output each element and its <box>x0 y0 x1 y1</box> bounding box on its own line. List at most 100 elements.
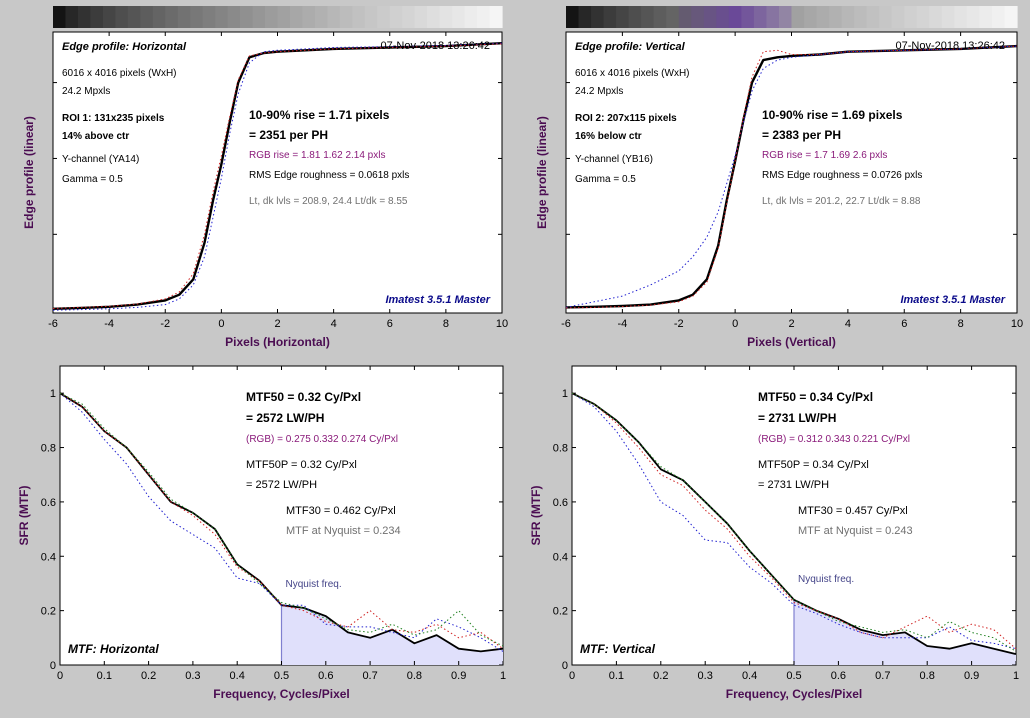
info-line: 6016 x 4016 pixels (WxH) <box>62 68 177 79</box>
gradient-cell <box>879 6 893 28</box>
gradient-cell <box>215 6 229 28</box>
y-tick-label: 0.8 <box>553 443 568 455</box>
mtf50p-line-2: = 2572 LW/PH <box>246 479 317 491</box>
gradient-cell <box>703 6 717 28</box>
x-tick-label: 6 <box>901 318 907 330</box>
gradient-cell <box>941 6 955 28</box>
x-tick-label: 0.4 <box>230 670 245 682</box>
series-line-green <box>59 392 504 647</box>
mtf50-line-2: = 2731 LW/PH <box>758 411 836 425</box>
x-tick-label: 0.6 <box>318 670 333 682</box>
gradient-cell <box>816 6 830 28</box>
gradient-cell <box>414 6 428 28</box>
gradient-cell <box>616 6 630 28</box>
series-line-green <box>571 392 1017 652</box>
x-axis-label: Pixels (Horizontal) <box>225 335 330 349</box>
gradient-cell <box>364 6 378 28</box>
info-line: Gamma = 0.5 <box>575 174 636 185</box>
x-tick-label: 0.9 <box>451 670 466 682</box>
x-tick-label: 0.3 <box>185 670 200 682</box>
rise-line-2: = 2351 per PH <box>249 128 328 142</box>
series-line-red <box>52 43 503 309</box>
x-tick-label: -4 <box>617 318 627 330</box>
gradient-cell <box>866 6 880 28</box>
gradient-cell <box>716 6 730 28</box>
x-tick-label: 0 <box>218 318 224 330</box>
series-line-curve <box>571 392 1017 655</box>
levels: Lt, dk lvls = 201.2, 22.7 Lt/dk = 8.88 <box>762 196 921 207</box>
x-tick-label: 0.4 <box>742 670 757 682</box>
y-axis-label: SFR (MTF) <box>529 486 543 546</box>
x-tick-label: 0.5 <box>786 670 801 682</box>
gradient-cell <box>628 6 642 28</box>
gradient-cell <box>741 6 755 28</box>
gradient-cell <box>190 6 204 28</box>
rms-roughness: RMS Edge roughness = 0.0618 pxls <box>249 170 409 181</box>
x-tick-label: -6 <box>561 318 571 330</box>
x-tick-label: 4 <box>845 318 851 330</box>
gradient-cell <box>427 6 441 28</box>
nyquist-region <box>281 605 503 665</box>
rgb-mtf50: (RGB) = 0.312 0.343 0.221 Cy/Pxl <box>758 434 910 445</box>
gradient-cell <box>477 6 491 28</box>
gradient-cell <box>152 6 166 28</box>
y-tick-label: 0.6 <box>41 497 56 509</box>
gradient-cell <box>452 6 466 28</box>
info-line: Gamma = 0.5 <box>62 174 123 185</box>
gradient-cell <box>666 6 680 28</box>
gradient-cell <box>591 6 605 28</box>
rgb-rise: RGB rise = 1.81 1.62 2.14 pxls <box>249 150 385 161</box>
gradient-cell <box>65 6 79 28</box>
info-line: 14% above ctr <box>62 131 129 142</box>
mtf50p-line-1: MTF50P = 0.34 Cy/Pxl <box>758 459 869 471</box>
gradient-cell <box>641 6 655 28</box>
rms-roughness: RMS Edge roughness = 0.0726 pxls <box>762 170 922 181</box>
gradient-cell <box>115 6 129 28</box>
gradient-cell <box>302 6 316 28</box>
plot-area <box>52 31 503 314</box>
mtf50p-line-2: = 2731 LW/PH <box>758 479 829 491</box>
info-line: 24.2 Mpxls <box>62 86 110 97</box>
x-tick-label: 1 <box>500 670 506 682</box>
gradient-cell <box>904 6 918 28</box>
gradient-cell <box>791 6 805 28</box>
gradient-cell <box>90 6 104 28</box>
gradient-cell <box>240 6 254 28</box>
edge-horizontal-chart: -6 -4 -2 0 2 4 6 8 10 Pixels (Horizontal) Edge pro… <box>22 31 508 349</box>
x-axis-label: Pixels (Vertical) <box>747 335 836 349</box>
gradient-cell <box>402 6 416 28</box>
gradient-cell <box>464 6 478 28</box>
info-line: ROI 2: 207x115 pixels <box>575 113 677 124</box>
gradient-cell <box>603 6 617 28</box>
gradient-cell <box>77 6 92 28</box>
x-tick-label: 0.8 <box>407 670 422 682</box>
edge-vertical-chart: -6 -4 -2 0 2 4 6 8 10 Pixels (Vertical) Edge profi… <box>535 31 1023 349</box>
x-tick-label: 2 <box>274 318 280 330</box>
info-line: 24.2 Mpxls <box>575 86 623 97</box>
gradient-strip <box>566 6 1018 28</box>
info-line: 16% below ctr <box>575 131 642 142</box>
info-line: ROI 1: 131x235 pixels <box>62 113 165 124</box>
gradient-cell <box>227 6 241 28</box>
y-tick-label: 1 <box>562 388 568 400</box>
mtf-horizontal-chart: Nyquist freq. 0 0.1 0.2 0.3 0.4 0.5 0.6 0.7 0.8 0.… <box>17 365 506 701</box>
panel-title: Edge profile: Vertical <box>575 41 686 53</box>
gradient-cell <box>829 6 843 28</box>
gradient-cell <box>966 6 981 28</box>
x-tick-label: -4 <box>104 318 114 330</box>
y-tick-label: 1 <box>50 388 56 400</box>
info-line: Y-channel (YA14) <box>62 154 139 165</box>
gradient-cell <box>252 6 266 28</box>
y-axis-label: Edge profile (linear) <box>22 116 36 229</box>
x-axis-label: Frequency, Cycles/Pixel <box>213 687 350 701</box>
gradient-cell <box>314 6 328 28</box>
panel-title: Edge profile: Horizontal <box>62 41 187 53</box>
gradient-cell <box>102 6 116 28</box>
x-tick-label: 0.7 <box>362 670 377 682</box>
gradient-cell <box>728 6 742 28</box>
gradient-cell <box>566 6 580 28</box>
gradient-cell <box>678 6 692 28</box>
levels: Lt, dk lvls = 208.9, 24.4 Lt/dk = 8.55 <box>249 196 408 207</box>
nyquist-label: Nyquist freq. <box>798 574 854 585</box>
